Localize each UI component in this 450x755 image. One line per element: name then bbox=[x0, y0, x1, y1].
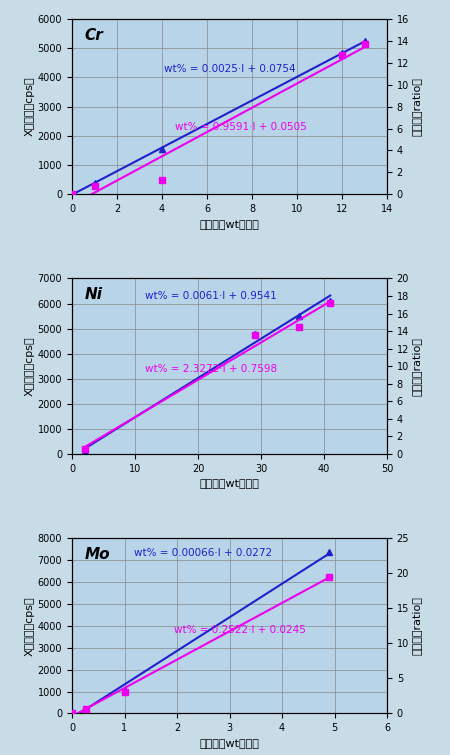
Text: wt% = 0.0025·I + 0.0754: wt% = 0.0025·I + 0.0754 bbox=[164, 63, 295, 73]
Y-axis label: 強度比（ratio）: 強度比（ratio） bbox=[412, 77, 422, 136]
Text: Mo: Mo bbox=[85, 547, 110, 562]
Text: wt% = 0.0061·I + 0.9541: wt% = 0.0061·I + 0.9541 bbox=[145, 291, 276, 301]
Y-axis label: X線強度（cps）: X線強度（cps） bbox=[25, 337, 35, 396]
Text: Ni: Ni bbox=[85, 287, 103, 302]
X-axis label: 含有率（wt／％）: 含有率（wt／％） bbox=[199, 479, 260, 489]
Y-axis label: X線強度（cps）: X線強度（cps） bbox=[25, 77, 35, 137]
Y-axis label: X線強度（cps）: X線強度（cps） bbox=[25, 596, 35, 655]
Text: Cr: Cr bbox=[85, 28, 104, 42]
Text: wt% = 0.9591·I + 0.0505: wt% = 0.9591·I + 0.0505 bbox=[175, 122, 306, 132]
Text: wt% = 2.3272·I + 0.7598: wt% = 2.3272·I + 0.7598 bbox=[144, 364, 277, 374]
Text: wt% = 0.2522·I + 0.0245: wt% = 0.2522·I + 0.0245 bbox=[174, 625, 306, 635]
Y-axis label: 強度比（ratio）: 強度比（ratio） bbox=[412, 337, 422, 396]
Text: wt% = 0.00066·I + 0.0272: wt% = 0.00066·I + 0.0272 bbox=[134, 548, 272, 559]
X-axis label: 含有率（wt／％）: 含有率（wt／％） bbox=[199, 738, 260, 749]
X-axis label: 含有率（wt／％）: 含有率（wt／％） bbox=[199, 220, 260, 230]
Y-axis label: 強度比（ratio）: 強度比（ratio） bbox=[412, 596, 422, 655]
